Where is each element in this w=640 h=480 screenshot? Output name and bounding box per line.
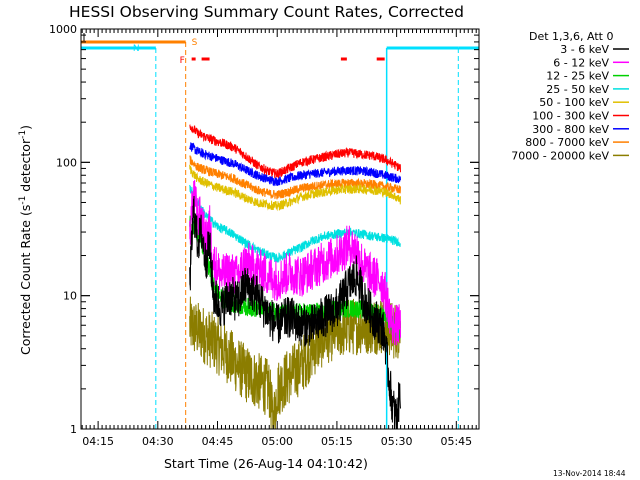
legend-entry-label: 6 - 12 keV (553, 56, 609, 69)
legend-entry-label: 7000 - 20000 keV (511, 149, 609, 162)
legend-entry-label: 300 - 800 keV (532, 123, 609, 136)
x-tick-label: 05:45 (440, 435, 472, 448)
series-line-7 (189, 155, 401, 200)
legend-header: Det 1,3,6, Att 0 (529, 30, 613, 43)
y-tick-label: 1 (70, 423, 77, 436)
series-line-4 (189, 164, 401, 212)
y-axis-label-exp1: -1 (18, 196, 28, 205)
footer-date: 13-Nov-2014 18:44 (553, 469, 626, 478)
legend-entry-label: 800 - 7000 keV (525, 136, 609, 149)
y-tick-label: 1000 (49, 23, 77, 36)
x-tick-label: 04:30 (142, 435, 174, 448)
y-tick-label: 10 (63, 290, 77, 303)
y-axis-label-main: Corrected Count Rate (s (18, 205, 33, 355)
svg-text:Corrected Count Rate (s-1 dete: Corrected Count Rate (s-1 detector-1) (18, 125, 33, 355)
series-line-0 (189, 195, 401, 430)
series-line-1 (189, 179, 401, 346)
y-tick-label: 100 (56, 156, 77, 169)
series-line-6 (189, 142, 401, 187)
x-axis-label: Start Time (26-Aug-14 04:10:42) (164, 456, 368, 471)
chart-title: HESSI Observing Summary Count Rates, Cor… (69, 3, 464, 21)
y-axis-label-mid: detector (18, 138, 33, 196)
x-tick-label: 04:15 (82, 435, 114, 448)
flag-label-f: F (180, 56, 185, 66)
legend-entry-label: 25 - 50 keV (546, 83, 609, 96)
series-line-3 (189, 184, 401, 263)
y-axis-label-exp2: -1 (18, 130, 28, 139)
x-tick-label: 05:00 (261, 435, 293, 448)
series-line-5 (189, 124, 401, 179)
legend-entry-label: 50 - 100 keV (539, 96, 609, 109)
legend-entry-label: 12 - 25 keV (546, 70, 609, 83)
legend-entry-label: 100 - 300 keV (532, 110, 609, 123)
flag-label-s: S (192, 38, 198, 48)
x-tick-label: 04:45 (202, 435, 234, 448)
x-tick-label: 05:15 (321, 435, 353, 448)
plot-frame (80, 28, 480, 430)
x-tick-label: 05:30 (381, 435, 413, 448)
flag-label-n: N (133, 44, 140, 54)
y-axis-label-close: ) (18, 125, 33, 130)
y-axis-label: Corrected Count Rate (s-1 detector-1) (18, 125, 33, 355)
legend-entry-label: 3 - 6 keV (560, 43, 609, 56)
